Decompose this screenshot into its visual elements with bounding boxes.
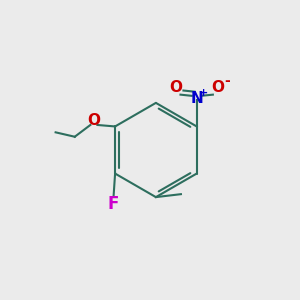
Text: +: + [199,88,208,98]
Text: F: F [108,196,119,214]
Text: -: - [224,74,230,88]
Text: O: O [212,80,224,95]
Text: N: N [190,91,203,106]
Text: O: O [87,113,101,128]
Text: O: O [169,80,182,95]
